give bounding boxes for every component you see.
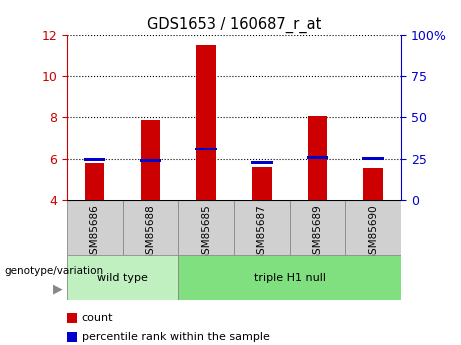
Bar bbox=[196, 45, 216, 200]
Bar bbox=[67, 255, 178, 300]
Text: genotype/variation: genotype/variation bbox=[5, 266, 104, 276]
Bar bbox=[85, 163, 105, 200]
Bar bbox=[141, 120, 160, 200]
Bar bbox=[234, 200, 290, 255]
Bar bbox=[252, 167, 272, 200]
Bar bbox=[308, 116, 327, 200]
Bar bbox=[251, 161, 272, 164]
Text: GSM85687: GSM85687 bbox=[257, 205, 267, 261]
Bar bbox=[67, 200, 123, 255]
Title: GDS1653 / 160687_r_at: GDS1653 / 160687_r_at bbox=[147, 17, 321, 33]
Text: GSM85686: GSM85686 bbox=[90, 205, 100, 261]
Text: ▶: ▶ bbox=[53, 283, 63, 295]
Text: GSM85688: GSM85688 bbox=[145, 205, 155, 261]
Bar bbox=[363, 168, 383, 200]
Bar bbox=[123, 200, 178, 255]
Text: percentile rank within the sample: percentile rank within the sample bbox=[82, 332, 270, 342]
Bar bbox=[307, 156, 328, 159]
Bar bbox=[195, 148, 217, 150]
Text: count: count bbox=[82, 313, 113, 323]
Bar bbox=[345, 200, 401, 255]
Text: GSM85685: GSM85685 bbox=[201, 205, 211, 261]
Text: GSM85689: GSM85689 bbox=[313, 205, 323, 261]
Bar bbox=[178, 200, 234, 255]
Bar bbox=[84, 158, 106, 161]
Text: GSM85690: GSM85690 bbox=[368, 205, 378, 261]
Bar bbox=[140, 159, 161, 162]
Text: triple H1 null: triple H1 null bbox=[254, 273, 325, 283]
Bar bbox=[290, 200, 345, 255]
Bar bbox=[178, 255, 401, 300]
Bar bbox=[362, 157, 384, 160]
Text: wild type: wild type bbox=[97, 273, 148, 283]
